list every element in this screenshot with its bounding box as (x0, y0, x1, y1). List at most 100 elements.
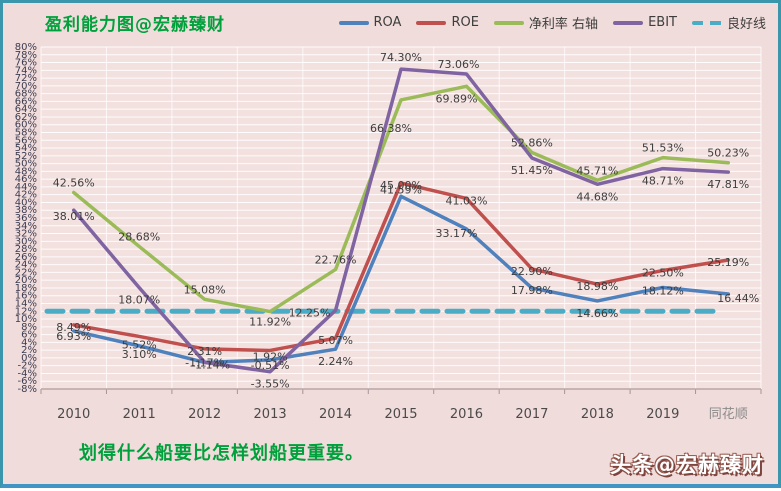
y-axis-tick-label: 54% (15, 143, 37, 154)
data-label-净利率 右轴: 50.23% (707, 147, 749, 160)
x-axis-label: 2016 (450, 407, 483, 422)
x-axis-label: 2014 (319, 407, 352, 422)
y-axis-tick-label: 76% (15, 58, 37, 69)
data-label-EBIT: 51.45% (511, 164, 553, 177)
y-axis-tick-label: 8% (21, 322, 37, 333)
data-label-EBIT: 12.25% (289, 306, 331, 319)
legend-label: EBIT (648, 15, 677, 30)
data-label-EBIT: -1.14% (191, 358, 230, 371)
x-axis-label: 2015 (384, 407, 417, 422)
data-label-ROE: 1.92% (253, 350, 288, 363)
data-label-EBIT: 44.68% (576, 190, 618, 203)
y-axis-tick-label: -8% (18, 384, 37, 395)
y-axis-tick-label: 60% (15, 120, 37, 131)
data-label-EBIT: 74.30% (380, 51, 422, 64)
x-axis-label: 2011 (123, 407, 156, 422)
data-label-净利率 右轴: 66.38% (370, 122, 412, 135)
legend-label: 良好线 (726, 17, 766, 32)
watermark-tonghuashun: 同花顺 (709, 406, 748, 422)
y-axis-tick-label: 78% (15, 50, 37, 61)
legend: ROA ROE 净利率 右轴 EBIT 良好线 (338, 13, 766, 32)
y-axis-tick-label: 12% (15, 306, 37, 317)
x-axis-label: 2012 (188, 407, 221, 422)
y-axis-tick-label: 70% (15, 81, 37, 92)
data-label-ROE: 45.00% (380, 179, 422, 192)
data-label-净利率 右轴: 15.08% (184, 283, 226, 296)
data-label-净利率 右轴: 28.68% (118, 230, 160, 243)
y-axis-tick-label: -4% (18, 368, 37, 379)
legend-label: 净利率 右轴 (528, 17, 599, 32)
data-label-EBIT: 47.81% (707, 178, 749, 191)
data-label-EBIT: 73.06% (437, 58, 479, 71)
y-axis-tick-label: 2% (21, 345, 37, 356)
y-axis-tick-label: 46% (15, 174, 37, 185)
y-axis-tick-label: 48% (15, 166, 37, 177)
y-axis-tick-label: 16% (15, 291, 37, 302)
data-label-ROA: 6.93% (56, 330, 91, 343)
data-label-ROA: 3.10% (122, 348, 157, 361)
legend-marker-icon (416, 20, 447, 25)
x-axis-label: 2010 (57, 407, 90, 422)
legend-item-净利率 右轴: 净利率 右轴 (493, 13, 599, 32)
y-axis-tick-label: 58% (15, 128, 37, 139)
data-label-EBIT: -3.55% (251, 378, 290, 391)
legend-label: ROA (373, 15, 402, 30)
data-label-ROE: 8.49% (56, 321, 91, 334)
y-axis-tick-label: 38% (15, 205, 37, 216)
y-axis-tick-label: 64% (15, 104, 37, 115)
data-label-净利率 右轴: 51.53% (642, 142, 684, 155)
y-axis-tick-label: 20% (15, 275, 37, 286)
data-label-ROE: 18.98% (576, 280, 618, 293)
data-label-ROE: 5.07% (318, 334, 353, 347)
x-axis-label: 2018 (581, 407, 614, 422)
y-axis-tick-label: 42% (15, 190, 37, 201)
data-label-EBIT: 38.01% (53, 210, 95, 223)
data-label-ROA: -1.17% (185, 356, 224, 369)
y-axis-tick-label: 56% (15, 135, 37, 146)
data-label-ROE: 2.31% (187, 345, 222, 358)
x-axis-label: 2019 (646, 407, 679, 422)
x-axis-label: 2017 (515, 407, 548, 422)
y-axis-tick-label: -6% (18, 376, 37, 387)
y-axis-tick-label: 4% (21, 337, 37, 348)
y-axis-tick-label: 44% (15, 182, 37, 193)
legend-item-EBIT: EBIT (613, 15, 677, 30)
y-axis-tick-label: 80% (15, 42, 37, 53)
legend-marker-icon (691, 20, 722, 25)
data-label-EBIT: 48.71% (642, 175, 684, 188)
legend-marker-icon (338, 20, 369, 25)
y-axis-tick-label: 26% (15, 252, 37, 263)
legend-marker-icon (493, 20, 524, 25)
y-axis-tick-label: 66% (15, 96, 37, 107)
data-label-ROA: 14.66% (576, 307, 618, 320)
y-axis-tick-label: 62% (15, 112, 37, 123)
data-label-ROE: 5.52% (122, 338, 157, 351)
y-axis-tick-label: 40% (15, 197, 37, 208)
y-axis-tick-label: 72% (15, 73, 37, 84)
legend-item-ROE: ROE (416, 15, 479, 30)
y-axis-tick-label: 50% (15, 159, 37, 170)
x-axis-label: 2013 (254, 407, 287, 422)
data-label-ROE: 41.03% (445, 194, 487, 207)
data-label-净利率 右轴: 45.71% (576, 164, 618, 177)
data-label-ROA: 41.59% (380, 183, 422, 196)
data-label-ROA: 17.98% (511, 284, 553, 297)
data-label-净利率 右轴: 42.56% (53, 177, 95, 190)
data-label-EBIT: 18.07% (118, 294, 160, 307)
chart-title: 盈利能力图@宏赫臻财 (45, 15, 225, 35)
y-axis-tick-label: 52% (15, 151, 37, 162)
data-label-ROE: 25.19% (707, 256, 749, 269)
data-label-ROA: 16.44% (717, 292, 759, 305)
y-axis-tick-label: 10% (15, 314, 37, 325)
data-label-ROA: 33.17% (435, 227, 477, 240)
legend-item-良好线: 良好线 (691, 13, 766, 32)
series-line-ROA (71, 194, 731, 365)
legend-label: ROE (451, 15, 479, 30)
data-label-净利率 右轴: 22.76% (315, 253, 357, 266)
y-axis-tick-label: -2% (18, 361, 37, 372)
y-axis-tick-label: 6% (21, 330, 37, 341)
y-axis-tick-label: 30% (15, 236, 37, 247)
legend-marker-icon (613, 20, 644, 25)
legend-item-ROA: ROA (338, 15, 402, 30)
y-axis-tick-label: 74% (15, 65, 37, 76)
